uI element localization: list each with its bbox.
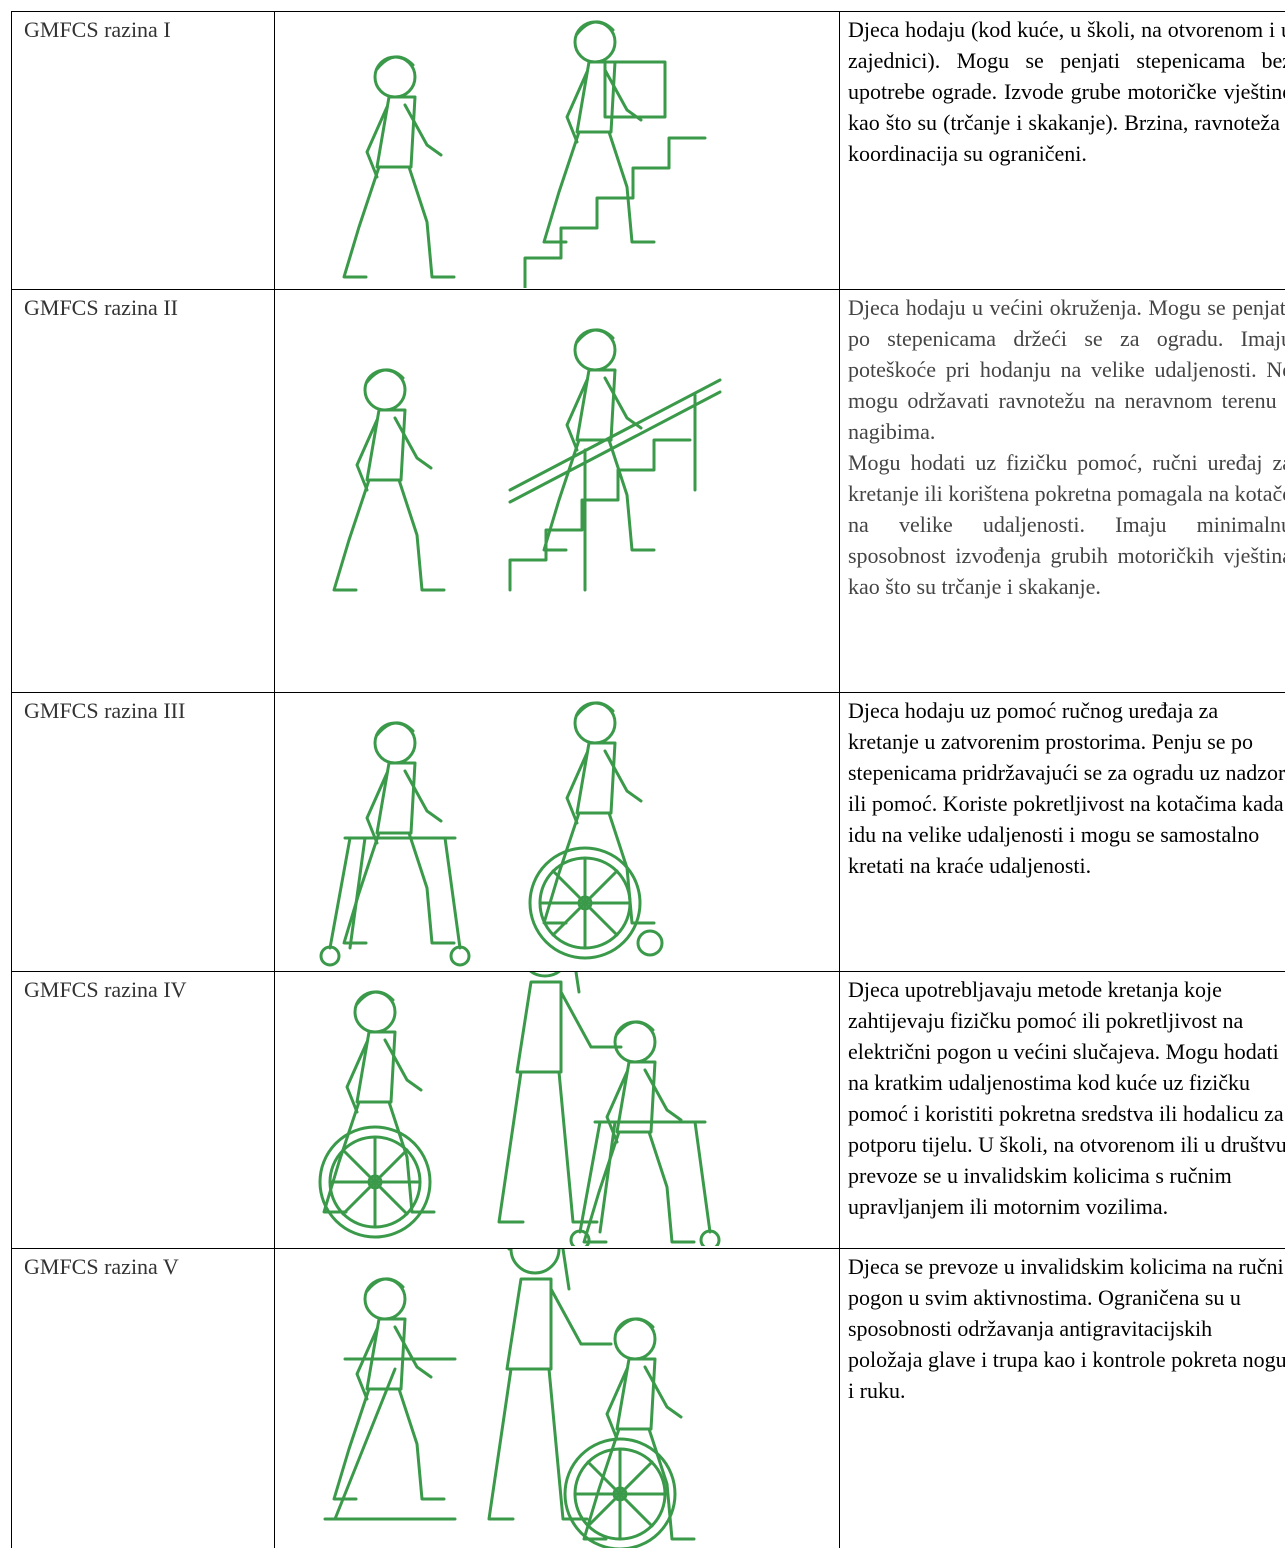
- description: Djeca hodaju u većini okruženja. Mogu se…: [839, 289, 1285, 693]
- walking-child: [332, 368, 446, 592]
- illustration-cell: [274, 971, 840, 1249]
- illustration: [318, 972, 721, 1246]
- table-row: GMFCS razina IV Djeca upotrebljavaju met…: [11, 971, 1285, 1249]
- stairs: [508, 438, 692, 592]
- climbing-child: [542, 328, 656, 552]
- table-row: GMFCS razina I Djeca hodaju (kod kuće, u…: [11, 11, 1285, 290]
- wheel: [563, 1437, 677, 1548]
- box: [603, 60, 667, 119]
- illustration: [342, 20, 707, 288]
- illustration-cell: [274, 692, 840, 972]
- wheel: [318, 1125, 432, 1239]
- caster: [636, 929, 664, 957]
- paragraph: Djeca hodaju u većini okruženja. Mogu se…: [848, 295, 1285, 444]
- wheel: [528, 846, 642, 960]
- illustration-cell: [274, 11, 840, 290]
- paragraph: Djeca se prevoze u invalidskim kolicima …: [848, 1254, 1285, 1403]
- paragraph: Djeca upotrebljavaju metode kretanja koj…: [848, 977, 1285, 1219]
- adult: [487, 1249, 613, 1521]
- walker: [569, 1120, 721, 1246]
- level-label: GMFCS razina IV: [11, 971, 275, 1249]
- table-row: GMFCS razina V Djeca se prevoze u invali…: [11, 1248, 1285, 1548]
- gmfcs-table: GMFCS razina I Djeca hodaju (kod kuće, u…: [11, 11, 1285, 1548]
- climbing-child: [542, 20, 656, 244]
- illustration: [319, 701, 664, 967]
- stander: [323, 1357, 457, 1521]
- description: Djeca hodaju (kod kuće, u školi, na otvo…: [839, 11, 1285, 290]
- description: Djeca se prevoze u invalidskim kolicima …: [839, 1248, 1285, 1548]
- child-in-wheelchair: [582, 1317, 696, 1541]
- handrail: [508, 378, 722, 592]
- illustration-cell: [274, 1248, 840, 1548]
- level-label: GMFCS razina III: [11, 692, 275, 972]
- level-label: GMFCS razina I: [11, 11, 275, 290]
- illustration: [323, 1249, 696, 1548]
- table-row: GMFCS razina II Djeca hodaju u većini ok…: [11, 289, 1285, 693]
- illustration-cell: [274, 289, 840, 693]
- child-with-walker: [582, 1020, 696, 1244]
- level-label: GMFCS razina II: [11, 289, 275, 693]
- description: Djeca hodaju uz pomoć ručnog uređaja za …: [839, 692, 1285, 972]
- level-label: GMFCS razina V: [11, 1248, 275, 1548]
- paragraph: Djeca hodaju uz pomoć ručnog uređaja za …: [848, 698, 1285, 878]
- illustration: [332, 328, 722, 592]
- table-row: GMFCS razina III Djeca hodaju uz pomoć r…: [11, 692, 1285, 972]
- child-in-stander: [332, 1277, 446, 1501]
- description: Djeca upotrebljavaju metode kretanja koj…: [839, 971, 1285, 1249]
- paragraph: Djeca hodaju (kod kuće, u školi, na otvo…: [848, 17, 1285, 166]
- running-child: [342, 55, 456, 279]
- paragraph: Mogu hodati uz fizičku pomoć, ručni uređ…: [848, 450, 1285, 599]
- walker: [319, 836, 471, 967]
- child-with-walker: [342, 721, 456, 945]
